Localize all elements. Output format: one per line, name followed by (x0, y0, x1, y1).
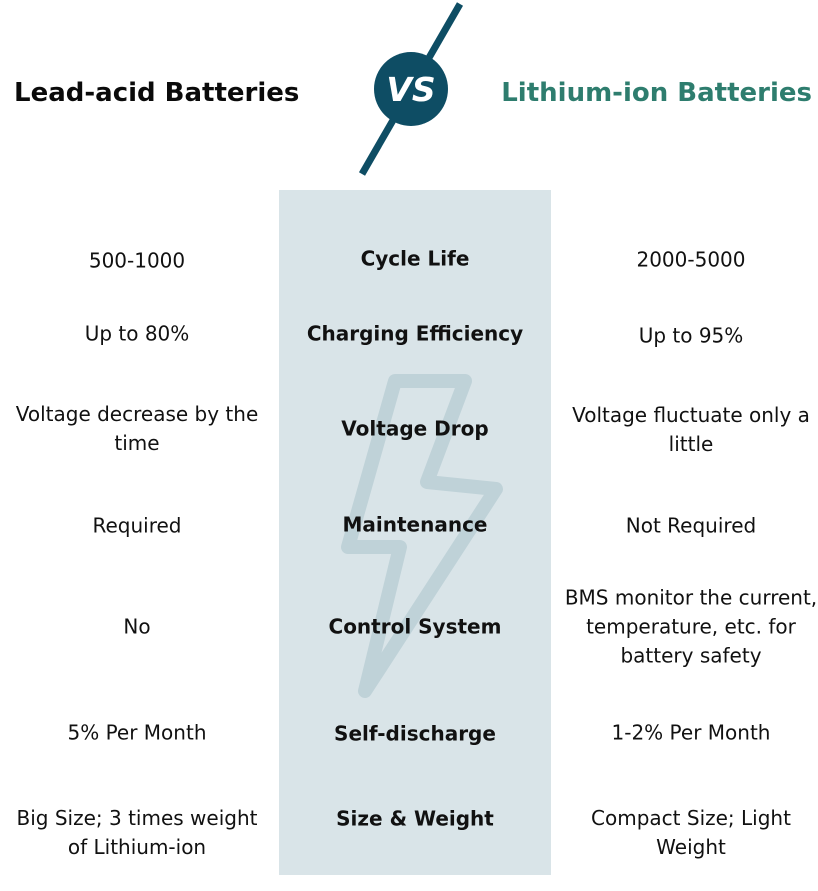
lead-acid-charging-efficiency: Up to 80% (84, 321, 190, 346)
feature-voltage-drop: Voltage Drop (341, 416, 489, 441)
lithium-ion-voltage-drop: Voltage fluctuate only a little (572, 403, 810, 456)
feature-cycle-life: Cycle Life (360, 246, 470, 271)
lithium-ion-cycle-life: 2000-5000 (636, 247, 746, 272)
feature-size-weight: Size & Weight (336, 806, 494, 831)
vs-label: VS (386, 70, 435, 109)
lead-acid-maintenance: Required (92, 513, 182, 538)
lithium-ion-control-system: BMS monitor the current, temperature, et… (564, 585, 818, 668)
feature-charging-efficiency: Charging Efficiency (306, 321, 524, 346)
vs-circle (374, 52, 448, 126)
feature-control-system: Control System (328, 614, 502, 639)
lithium-ion-size-weight: Compact Size; Light Weight (591, 806, 791, 859)
feature-maintenance: Maintenance (342, 512, 488, 537)
lithium-ion-maintenance: Not Required (625, 513, 757, 538)
vs-badge: VS (358, 2, 464, 176)
left-title: Lead-acid Batteries (14, 78, 300, 108)
feature-self-discharge: Self-discharge (334, 721, 496, 746)
lithium-ion-self-discharge: 1-2% Per Month (611, 720, 771, 745)
lithium-ion-charging-efficiency: Up to 95% (638, 323, 744, 348)
right-title: Lithium-ion Batteries (501, 78, 812, 108)
lead-acid-control-system: No (123, 614, 151, 639)
lead-acid-cycle-life: 500-1000 (88, 248, 186, 273)
lead-acid-self-discharge: 5% Per Month (67, 720, 207, 745)
lead-acid-size-weight: Big Size; 3 times weight of Lithium-ion (16, 806, 258, 859)
lead-acid-voltage-drop: Voltage decrease by the time (15, 402, 259, 455)
